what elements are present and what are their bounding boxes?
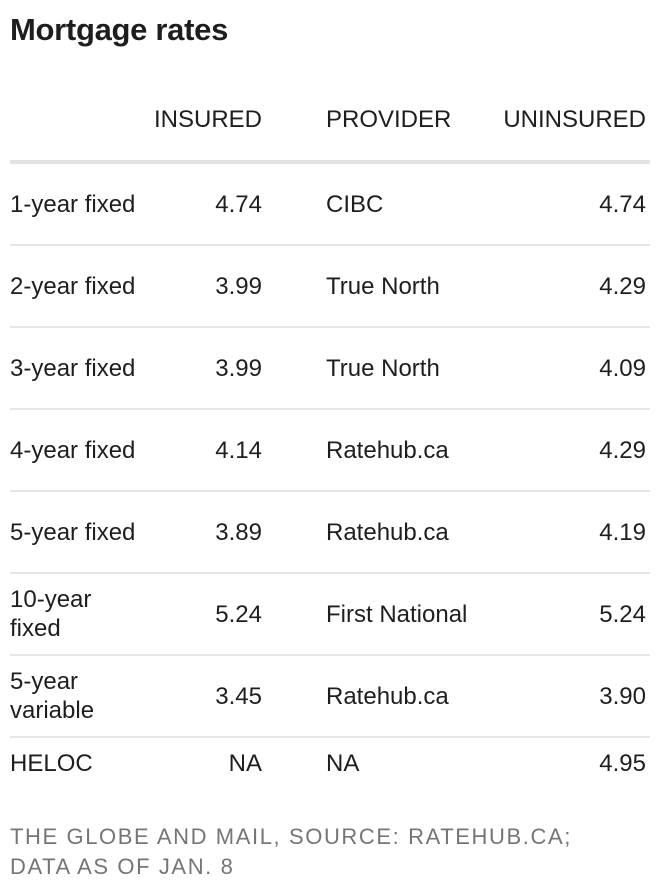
header-provider: PROVIDER — [262, 100, 476, 164]
term-cell: 5-year fixed — [10, 491, 140, 574]
source-footer: THE GLOBE AND MAIL, SOURCE: RATEHUB.CA; … — [10, 824, 572, 879]
provider-cell: True North — [262, 327, 476, 410]
table-row: 1-year fixed 4.74 CIBC 4.74 — [10, 162, 650, 246]
term-cell: 10-year fixed — [10, 573, 140, 656]
insured-cell: 3.99 — [140, 327, 262, 410]
term-cell: 3-year fixed — [10, 327, 140, 410]
provider-cell: Ratehub.ca — [262, 491, 476, 574]
term-cell: HELOC — [10, 749, 93, 777]
page-title: Mortgage rates — [10, 12, 229, 47]
uninsured-cell: 4.09 — [476, 327, 650, 410]
insured-cell: 3.89 — [140, 491, 262, 574]
insured-cell: 4.14 — [140, 409, 262, 492]
rates-table: INSURED PROVIDER UNINSURED 1-year fixed 4… — [10, 100, 650, 788]
provider-cell: True North — [262, 245, 476, 328]
insured-cell: NA — [228, 749, 262, 777]
header-term — [10, 100, 140, 164]
insured-cell: 4.74 — [140, 162, 262, 246]
uninsured-cell: 5.24 — [476, 573, 650, 656]
provider-cell: Ratehub.ca — [262, 409, 476, 492]
table-header-row: INSURED PROVIDER UNINSURED — [10, 100, 650, 164]
term-cell: 1-year fixed — [10, 162, 140, 246]
provider-cell: First National — [262, 573, 476, 656]
table-row: 10-year fixed 5.24 First National 5.24 — [10, 573, 650, 656]
provider-cell: Ratehub.ca — [262, 655, 476, 738]
term-cell: 2-year fixed — [10, 245, 140, 328]
uninsured-cell: 4.95 — [599, 749, 646, 777]
provider-cell: NA — [326, 749, 360, 777]
term-cell: 4-year fixed — [10, 409, 140, 492]
table-row: 5-year fixed 3.89 Ratehub.ca 4.19 — [10, 491, 650, 574]
table-row: 4-year fixed 4.14 Ratehub.ca 4.29 — [10, 409, 650, 492]
insured-cell: 3.45 — [140, 655, 262, 738]
table-row: 5-year variable 3.45 Ratehub.ca 3.90 — [10, 655, 650, 738]
term-cell: 5-year variable — [10, 655, 140, 738]
uninsured-cell: 4.29 — [476, 409, 650, 492]
header-insured: INSURED — [140, 100, 262, 164]
table-row: 3-year fixed 3.99 True North 4.09 — [10, 327, 650, 410]
provider-cell: CIBC — [262, 162, 476, 246]
uninsured-cell: 3.90 — [476, 655, 650, 738]
header-uninsured: UNINSURED — [476, 100, 650, 164]
uninsured-cell: 4.19 — [476, 491, 650, 574]
uninsured-cell: 4.29 — [476, 245, 650, 328]
uninsured-cell: 4.74 — [476, 162, 650, 246]
table-row: HELOC NA NA 4.95 — [10, 737, 650, 788]
insured-cell: 5.24 — [140, 573, 262, 656]
table-row: 2-year fixed 3.99 True North 4.29 — [10, 245, 650, 328]
insured-cell: 3.99 — [140, 245, 262, 328]
